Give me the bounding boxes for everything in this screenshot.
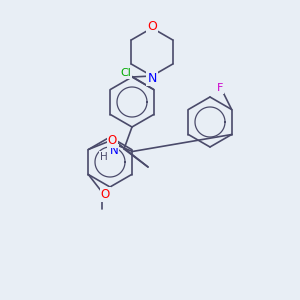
Text: H: H [100, 152, 108, 162]
Text: O: O [147, 20, 157, 32]
Text: Cl: Cl [120, 68, 131, 78]
Text: O: O [108, 134, 117, 147]
Text: N: N [147, 71, 157, 85]
Text: F: F [217, 83, 223, 93]
Text: N: N [110, 145, 118, 158]
Text: O: O [101, 188, 110, 201]
